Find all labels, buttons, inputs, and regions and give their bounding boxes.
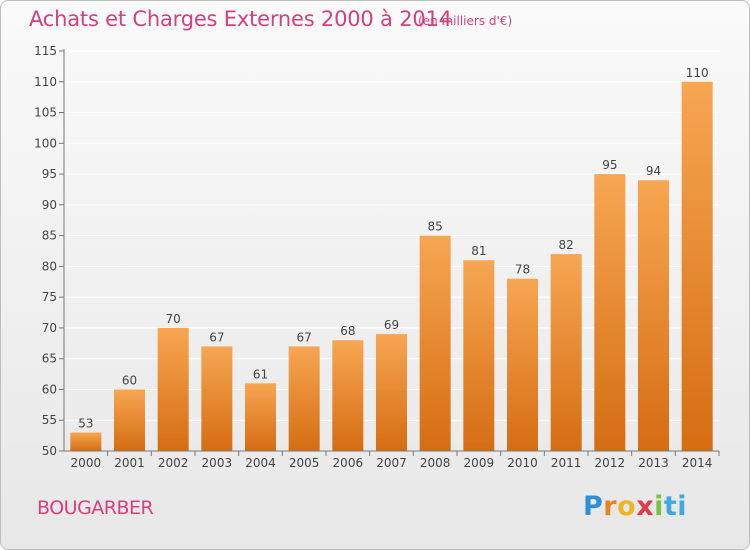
bar [70,432,102,451]
logo-letter: o [617,491,637,522]
x-tick-label: 2014 [682,456,713,470]
y-tick-label: 100 [34,136,57,150]
logo-letter: r [603,491,618,522]
bar [157,327,189,451]
proxiti-logo[interactable]: Proxiti [583,491,687,522]
y-tick-label: 90 [42,198,57,212]
bar-value-label: 85 [428,220,443,234]
y-tick-label: 75 [42,290,57,304]
bar-value-label: 69 [384,318,399,332]
bar-value-label: 67 [297,330,312,344]
bar [638,180,669,451]
y-tick-label: 55 [42,413,57,427]
bar [550,254,582,451]
y-tick-label: 105 [34,106,57,120]
bar [594,174,626,452]
bar [245,383,276,451]
x-tick-label: 2010 [507,456,538,470]
y-tick-label: 70 [42,321,57,335]
bar [114,389,145,451]
bar-value-label: 61 [253,367,268,381]
x-tick-label: 2008 [420,456,451,470]
bar-value-label: 78 [515,263,530,277]
bar [419,235,451,451]
x-tick-label: 2005 [289,456,320,470]
logo-letter: x [636,491,655,522]
bar-value-label: 110 [686,66,709,80]
bar-value-label: 95 [602,158,617,172]
bar [332,340,364,451]
logo-letter: P [583,491,604,522]
y-tick-label: 110 [34,75,57,89]
bar [463,260,495,451]
x-tick-label: 2000 [71,456,102,470]
bar [288,346,320,451]
chart-subtitle: (en milliers d'€) [418,14,513,28]
x-tick-label: 2011 [551,456,582,470]
x-tick-label: 2002 [158,456,189,470]
x-tick-label: 2012 [595,456,626,470]
bar-value-label: 81 [471,244,486,258]
bar [376,334,407,451]
x-tick-label: 2001 [114,456,145,470]
bar-value-label: 67 [209,330,224,344]
x-tick-label: 2009 [464,456,495,470]
bar-value-label: 60 [122,373,137,387]
logo-letter: ti [663,491,688,522]
bars [70,81,713,452]
bar [201,346,233,451]
logo-letter: i [654,491,664,522]
x-tick-label: 2003 [202,456,233,470]
x-tick-label: 2007 [376,456,407,470]
chart-title: Achats et Charges Externes 2000 à 2014 [29,7,452,31]
commune-name: BOUGARBER [37,497,154,519]
bar-value-label: 68 [340,324,355,338]
x-tick-label: 2006 [333,456,364,470]
y-axis: 50 55 60 65 70 75 80 85 90 95 100 105 110 115 [34,44,65,458]
bar-value-label: 94 [646,164,661,178]
bar-value-label: 53 [78,417,93,431]
bar [681,81,713,452]
y-tick-label: 115 [34,44,57,58]
y-tick-label: 95 [42,167,57,181]
bar-value-label: 82 [559,238,574,252]
y-tick-label: 85 [42,229,57,243]
bar-value-label: 70 [166,312,181,326]
bar [507,278,538,451]
y-tick-label: 80 [42,259,57,273]
y-tick-label: 65 [42,352,57,366]
x-tick-label: 2004 [245,456,276,470]
y-tick-label: 50 [42,444,57,458]
x-axis: 2000 2001 2002 2003 2004 2005 2006 2007 2008 2009… [64,450,720,470]
y-tick-label: 60 [42,382,57,396]
data-labels: 53 60 70 67 61 67 68 69 85 81 78 82 95 94 110 [78,66,708,431]
x-tick-label: 2013 [638,456,669,470]
